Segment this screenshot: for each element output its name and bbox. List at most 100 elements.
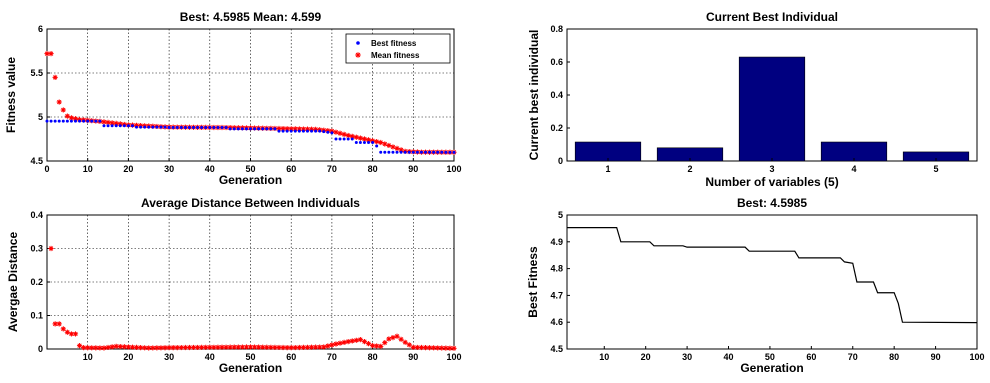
x-tick-label: 50 — [245, 352, 255, 362]
distance-point — [138, 344, 144, 351]
distance-point — [142, 345, 148, 351]
best-fitness-point — [69, 119, 73, 123]
mean-fitness-point — [68, 115, 75, 121]
distance-point — [390, 335, 396, 341]
best-fitness-point — [415, 150, 419, 154]
distance-point — [166, 345, 172, 351]
distance-point — [93, 345, 99, 351]
x-tick-label: 20 — [123, 164, 133, 174]
distance-point — [365, 341, 372, 347]
x-tick-label: 50 — [245, 164, 255, 174]
best-fitness-point — [151, 125, 155, 129]
x-tick-label: 60 — [806, 352, 816, 362]
distance-point — [345, 339, 351, 345]
best-fitness-point — [118, 124, 122, 128]
best-fitness-point — [253, 127, 257, 131]
best-fitness-point — [183, 126, 187, 130]
best-fitness-point — [391, 150, 395, 154]
y-tick-label: 4.8 — [550, 264, 563, 274]
mean-fitness-point — [374, 139, 380, 145]
x-tick-label: 3 — [769, 164, 774, 174]
chart-title: Average Distance Between Individuals — [141, 196, 360, 210]
x-tick-label: 90 — [408, 352, 418, 362]
distance-point — [186, 344, 193, 351]
best-fitness-point — [98, 119, 102, 123]
x-axis-label: Generation — [740, 361, 803, 375]
best-fitness-point — [383, 150, 387, 154]
mean-fitness-point — [345, 132, 351, 139]
distance-point — [178, 344, 184, 351]
distance-point — [378, 343, 384, 349]
distance-point — [276, 344, 282, 351]
y-tick-label: 0 — [38, 344, 43, 354]
y-tick-label: 0 — [558, 156, 563, 166]
distance-point — [231, 344, 237, 350]
distance-point — [260, 344, 266, 350]
best-fitness-point — [240, 127, 244, 131]
distance-point — [272, 344, 278, 350]
distance-point — [64, 329, 70, 335]
best-fitness-point — [94, 119, 98, 123]
best-fitness-point — [216, 126, 220, 130]
best-fitness-point — [277, 129, 281, 133]
best-fitness-point — [224, 126, 228, 130]
x-tick-label: 50 — [765, 352, 775, 362]
y-tick-label: 4.5 — [550, 344, 563, 354]
y-tick-label: 4.7 — [550, 290, 563, 300]
distance-point — [308, 344, 315, 350]
distance-point — [410, 344, 416, 350]
best-fitness-point — [305, 129, 309, 133]
distance-point — [52, 321, 58, 327]
x-axis-label: Number of variables (5) — [705, 175, 838, 189]
distance-point — [56, 321, 62, 327]
distance-point — [72, 331, 79, 337]
best-fitness-point — [147, 125, 151, 129]
distance-point — [68, 331, 75, 337]
best-fitness-point — [371, 141, 375, 145]
y-tick-label: 0.2 — [30, 277, 43, 287]
best-fitness-point — [196, 126, 200, 130]
best-fitness-point — [220, 126, 224, 130]
distance-point — [109, 344, 115, 350]
y-tick-label: 5 — [38, 112, 43, 122]
best-fitness-point — [167, 126, 171, 130]
x-tick-label: 100 — [446, 164, 461, 174]
best-fitness-point — [444, 150, 448, 154]
distance-point — [85, 345, 91, 351]
y-tick-label: 4.6 — [550, 317, 563, 327]
distance-point — [357, 337, 363, 343]
best-fitness-point — [428, 150, 432, 154]
best-fitness-point — [106, 124, 110, 128]
distance-point — [125, 344, 131, 350]
x-axis-label: Generation — [219, 361, 282, 375]
distance-point — [207, 344, 213, 350]
best-fitness-point — [452, 150, 456, 154]
best-fitness-point — [342, 137, 346, 141]
distance-point — [223, 344, 229, 350]
distance-point — [215, 344, 221, 350]
distance-point — [292, 344, 298, 351]
distance-point — [337, 340, 343, 346]
distance-point — [162, 345, 168, 351]
distance-point — [150, 345, 156, 351]
best-fitness-point — [200, 126, 204, 130]
best-fitness-point — [249, 127, 252, 131]
best-fitness-point — [126, 124, 130, 128]
distance-point — [256, 344, 262, 350]
best-fitness-point — [269, 127, 273, 131]
distance-point — [117, 343, 123, 350]
distance-point — [422, 345, 429, 351]
best-fitness-point — [155, 125, 159, 129]
x-tick-label: 2 — [687, 164, 692, 174]
plot-area — [566, 214, 978, 350]
best-fitness-point — [334, 137, 338, 141]
x-tick-label: 10 — [83, 352, 93, 362]
best-fitness-point — [419, 150, 423, 154]
mean-fitness-point — [64, 113, 70, 119]
mean-fitness-point — [333, 129, 339, 135]
best-fitness-point — [301, 129, 305, 133]
chart-bestind: 0 0.2 0.4 0.6 0.8 1 2 3 4 5 Current Best Individua… — [527, 10, 978, 189]
series-best-fitness — [45, 119, 456, 154]
best-fitness-point — [436, 150, 440, 154]
best-fitness-point — [61, 119, 65, 123]
